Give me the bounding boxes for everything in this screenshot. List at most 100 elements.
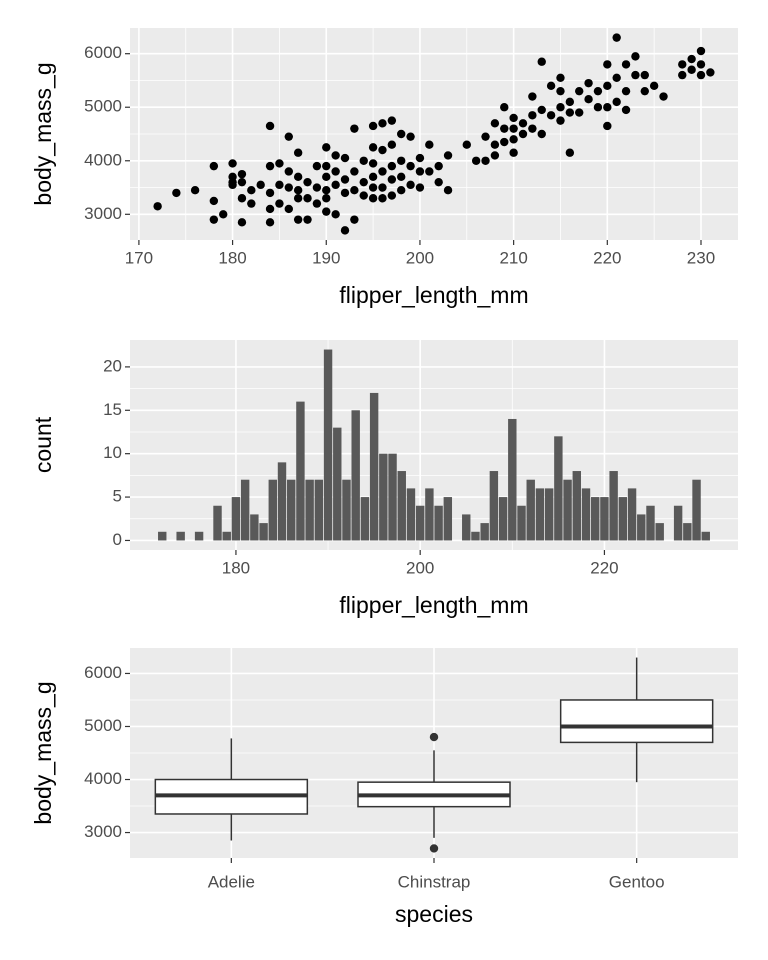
point xyxy=(397,172,406,182)
point xyxy=(340,226,350,235)
bar xyxy=(554,436,563,541)
bar xyxy=(591,497,600,541)
point xyxy=(621,60,631,69)
point xyxy=(631,70,640,80)
point xyxy=(153,202,162,211)
y-tick-label: 20 xyxy=(103,356,122,375)
point xyxy=(481,132,490,141)
y-tick-label: 4000 xyxy=(84,150,122,169)
point xyxy=(350,186,359,195)
point xyxy=(556,103,565,112)
bar xyxy=(480,523,489,541)
point xyxy=(659,92,668,101)
point xyxy=(293,215,303,224)
point xyxy=(500,103,509,112)
point xyxy=(378,167,387,176)
point xyxy=(265,161,275,171)
box xyxy=(559,699,714,744)
point xyxy=(397,156,406,165)
point xyxy=(500,137,509,147)
y-axis-title: count xyxy=(30,416,56,473)
point xyxy=(275,199,284,208)
point xyxy=(331,180,340,190)
point xyxy=(312,199,322,208)
point xyxy=(322,143,331,152)
bar xyxy=(240,479,250,541)
bar xyxy=(572,471,581,541)
point xyxy=(275,180,284,190)
bar xyxy=(158,531,167,541)
bar xyxy=(342,479,351,541)
x-tick-label: 200 xyxy=(406,248,434,267)
point xyxy=(481,156,490,165)
point xyxy=(228,180,237,190)
x-tick-label: 200 xyxy=(406,558,434,577)
point xyxy=(293,186,303,195)
point xyxy=(322,186,331,195)
point xyxy=(443,151,453,160)
point xyxy=(284,132,293,141)
point xyxy=(528,92,537,101)
point xyxy=(593,86,603,96)
bar xyxy=(333,427,342,541)
point xyxy=(265,218,275,227)
point xyxy=(265,121,275,131)
point xyxy=(556,116,565,125)
bar xyxy=(296,401,305,541)
point xyxy=(603,81,612,91)
bar xyxy=(360,497,370,541)
bar xyxy=(544,488,554,541)
bar xyxy=(259,523,268,541)
point xyxy=(612,33,621,42)
point xyxy=(340,175,350,184)
bar xyxy=(443,497,453,541)
point xyxy=(631,52,640,61)
point xyxy=(209,215,219,224)
y-tick-label: 4000 xyxy=(84,769,122,788)
point xyxy=(247,199,256,208)
point xyxy=(406,180,415,190)
bar xyxy=(434,505,443,541)
bar xyxy=(471,531,480,541)
point xyxy=(687,54,696,64)
point xyxy=(265,204,275,214)
bar xyxy=(194,531,204,541)
point xyxy=(312,161,322,171)
y-axis-title: body_mass_g xyxy=(30,681,56,824)
point xyxy=(378,119,387,128)
x-tick-label: Chinstrap xyxy=(398,872,471,891)
bar xyxy=(369,392,379,541)
point xyxy=(696,70,706,80)
point xyxy=(649,81,659,91)
point xyxy=(237,218,247,227)
point xyxy=(387,161,397,171)
point xyxy=(546,81,556,91)
point xyxy=(612,97,621,107)
point xyxy=(528,111,537,120)
bar xyxy=(314,479,324,541)
point xyxy=(518,119,528,128)
point xyxy=(378,194,387,203)
bar xyxy=(277,462,287,541)
point xyxy=(237,194,247,203)
point xyxy=(706,68,715,77)
x-tick-label: Gentoo xyxy=(609,872,665,891)
point xyxy=(565,97,575,107)
point xyxy=(387,191,397,200)
bar xyxy=(627,488,637,541)
point xyxy=(219,210,228,219)
y-tick-label: 5000 xyxy=(84,97,122,116)
point xyxy=(509,124,518,133)
point xyxy=(397,129,406,139)
point xyxy=(368,172,378,182)
point xyxy=(237,177,247,187)
bar xyxy=(231,497,241,541)
point xyxy=(322,161,331,171)
point xyxy=(696,60,706,69)
bar xyxy=(646,505,655,541)
point xyxy=(425,140,434,149)
bar xyxy=(462,514,471,541)
point xyxy=(340,188,350,198)
point xyxy=(397,186,406,195)
point xyxy=(471,156,481,165)
